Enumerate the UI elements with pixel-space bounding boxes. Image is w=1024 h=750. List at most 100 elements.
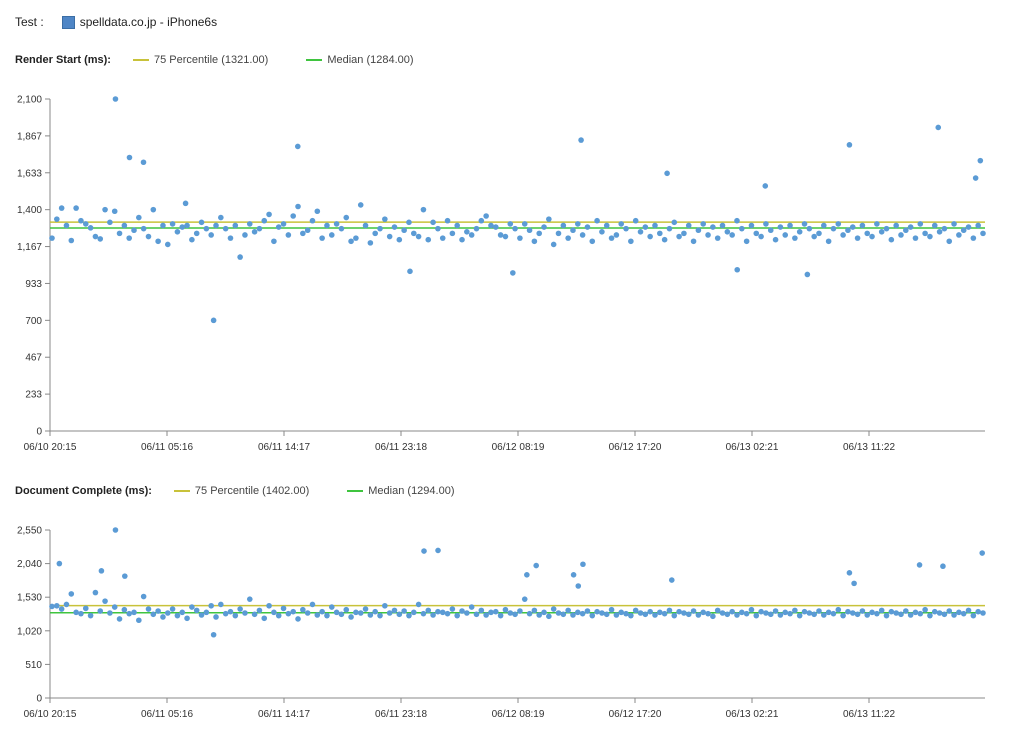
data-point (488, 222, 494, 229)
x-tick-label: 06/11 14:17 (258, 709, 311, 720)
data-point (122, 573, 128, 579)
data-point (690, 608, 697, 614)
data-point (917, 221, 924, 227)
x-tick-label: 06/11 23:18 (375, 709, 428, 720)
data-point (632, 607, 639, 614)
data-point (507, 610, 514, 616)
data-point (931, 222, 938, 229)
x-tick-label: 06/11 05:16 (141, 709, 194, 720)
data-point (574, 609, 581, 616)
data-point (348, 614, 354, 620)
data-point (87, 225, 94, 231)
data-point (102, 206, 108, 213)
data-point (753, 612, 760, 619)
data-point (49, 603, 55, 610)
data-point (198, 612, 205, 618)
data-point (401, 608, 407, 614)
data-point (714, 607, 721, 614)
data-point (637, 229, 644, 235)
data-point (531, 607, 538, 614)
data-point (126, 235, 132, 241)
data-point (951, 612, 957, 618)
data-point (801, 608, 808, 615)
test-label: Test : (15, 15, 44, 29)
data-point (589, 612, 596, 619)
data-point (849, 610, 856, 616)
data-point (763, 221, 769, 227)
data-point (136, 214, 142, 221)
data-point (232, 222, 239, 229)
data-point (468, 604, 475, 610)
data-point (806, 225, 813, 232)
data-point (420, 206, 427, 213)
data-point (464, 610, 470, 616)
data-point (936, 610, 943, 616)
data-point (266, 602, 272, 609)
data-point (700, 609, 707, 616)
data-point (767, 611, 774, 618)
data-point (121, 606, 128, 613)
data-point (271, 238, 277, 245)
data-point (300, 230, 306, 237)
data-point (391, 224, 398, 230)
data-point (931, 608, 938, 615)
data-point (869, 233, 875, 240)
data-point (155, 608, 161, 614)
y-tick-label: 1,530 (17, 593, 42, 604)
data-point (145, 606, 152, 612)
data-point (806, 610, 813, 616)
data-point (338, 611, 345, 618)
data-point (546, 216, 552, 222)
data-point (459, 236, 465, 243)
data-point (210, 631, 217, 638)
data-point (275, 224, 282, 230)
data-point (956, 232, 962, 238)
data-point (676, 608, 682, 615)
data-point (78, 610, 84, 617)
data-point (309, 217, 316, 224)
data-point (102, 598, 108, 604)
data-point (690, 238, 697, 245)
data-point (526, 610, 533, 617)
y-tick-label: 933 (25, 279, 42, 290)
x-tick-label: 06/13 02:21 (726, 709, 779, 720)
data-point (439, 235, 446, 241)
data-point (454, 612, 461, 619)
data-point (98, 568, 105, 574)
data-point (700, 221, 707, 227)
data-point (888, 608, 895, 615)
data-point (182, 200, 189, 207)
data-point (227, 235, 234, 241)
data-point (140, 225, 147, 232)
data-point (787, 610, 793, 617)
data-point (401, 227, 407, 234)
data-point (695, 227, 702, 234)
data-point (155, 238, 161, 245)
data-point (343, 214, 350, 221)
x-tick-label: 06/11 23:18 (375, 442, 428, 453)
data-point (878, 607, 885, 614)
data-point (685, 611, 692, 618)
data-point (777, 224, 784, 230)
data-point (743, 238, 750, 245)
data-point (256, 607, 263, 614)
data-point (927, 233, 933, 240)
data-point (362, 606, 369, 612)
data-point (811, 611, 817, 618)
data-point (936, 229, 943, 235)
data-point (859, 222, 866, 229)
data-point (734, 217, 740, 224)
data-point (526, 227, 533, 234)
data-point (830, 225, 837, 232)
data-point (763, 610, 769, 616)
data-point (222, 225, 229, 232)
data-point (940, 563, 946, 570)
data-point (497, 232, 504, 238)
data-point (811, 233, 817, 240)
data-point (507, 221, 514, 227)
data-point (425, 236, 432, 243)
data-point (874, 610, 880, 617)
data-point (705, 232, 711, 238)
data-point (396, 236, 403, 243)
data-point (333, 221, 340, 227)
